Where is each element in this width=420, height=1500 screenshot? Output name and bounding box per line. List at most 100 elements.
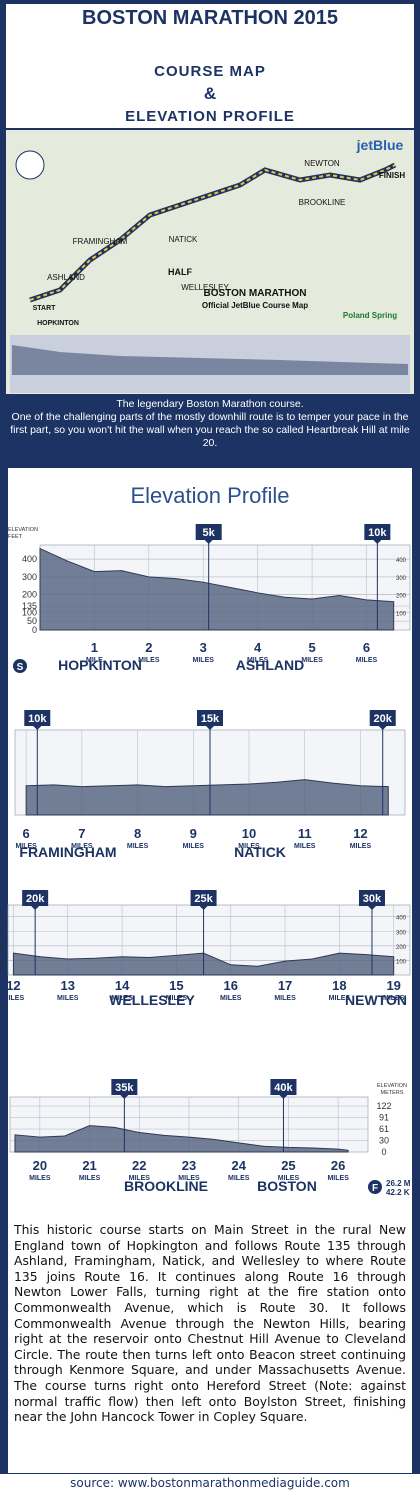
x-tick-label: 18 [332, 978, 346, 993]
x-tick-label: 24 [231, 1158, 246, 1173]
x-tick-label: 13 [61, 978, 75, 993]
finish-badge: F [372, 1183, 378, 1194]
y2-tick-label: 100 [396, 611, 407, 617]
x-tick-unit: MILES [129, 1175, 151, 1182]
y2-tick-label: 122 [376, 1101, 391, 1111]
x-tick-label: 15 [169, 978, 183, 993]
y2-axis-label: METERS [381, 1090, 404, 1096]
y2-tick-label: 91 [379, 1113, 389, 1123]
x-tick-label: 23 [182, 1158, 196, 1173]
x-tick-label: 2 [145, 640, 152, 655]
x-tick-unit: MILES [238, 843, 260, 850]
x-tick-label: 6 [23, 826, 30, 841]
y-axis-label: ELEVATION [8, 527, 38, 533]
profile-title: Elevation Profile [131, 483, 290, 508]
map-label: BOSTON MARATHON [204, 288, 307, 299]
x-tick-unit: MILES [356, 657, 378, 664]
y-tick-label: 0 [32, 625, 37, 635]
x-tick-unit: MILES [138, 657, 160, 664]
x-tick-unit: MILES [274, 995, 296, 1002]
map-label: HOPKINTON [37, 320, 79, 327]
y2-tick-label: 400 [396, 916, 407, 922]
y-tick-label: 300 [0, 930, 6, 936]
start-badge: S [17, 662, 24, 673]
caption: The legendary Boston Marathon course. On… [6, 398, 414, 450]
x-tick-label: 6 [363, 640, 370, 655]
x-tick-label: 7 [78, 826, 85, 841]
marker-label: 25k [194, 893, 213, 905]
map-label: FINISH [379, 171, 405, 180]
x-tick-unit: MILES [71, 843, 93, 850]
x-tick-label: 21 [82, 1158, 96, 1173]
source-bg [0, 1474, 420, 1500]
finish-badge-bg [368, 1180, 382, 1194]
compass [15, 150, 45, 180]
town-label: NATICK [234, 844, 286, 860]
y-tick-label: 200 [22, 590, 37, 600]
town-label: ASHLAND [236, 657, 304, 673]
x-tick-label: 25 [281, 1158, 295, 1173]
x-tick-unit: MILES [57, 995, 79, 1002]
marker-label: 35k [115, 1082, 134, 1094]
source: source: www.bostonmarathonmediaguide.com [70, 1476, 350, 1490]
x-tick-label: 22 [132, 1158, 146, 1173]
marker-flag [195, 524, 222, 544]
x-tick-label: 9 [190, 826, 197, 841]
map-label: Poland Spring [343, 311, 397, 320]
x-tick-label: 8 [134, 826, 141, 841]
x-tick-label: 11 [298, 826, 312, 841]
y2-tick-label: 100 [396, 959, 407, 965]
marker-label: 20k [374, 713, 393, 725]
elevation-area [14, 1125, 349, 1153]
x-tick-unit: MILES [383, 995, 405, 1002]
marker-label: 5k [203, 527, 216, 539]
y2-tick-label: 0 [381, 1147, 386, 1157]
elevation-area [39, 547, 395, 631]
x-tick-unit: MILES [3, 995, 25, 1002]
y2-tick-label: 61 [379, 1124, 389, 1134]
x-tick-unit: MILES [228, 1175, 250, 1182]
x-tick-unit: MILES [301, 657, 323, 664]
x-tick-unit: MILES [294, 843, 316, 850]
town-label: BROOKLINE [124, 1178, 208, 1194]
route-dash [29, 164, 396, 301]
strip-profile [12, 345, 408, 375]
y2-tick-label: 300 [396, 576, 407, 582]
marker-flag [364, 524, 391, 544]
x-tick-unit: MILES [178, 1175, 200, 1182]
subtitle: ELEVATION PROFILE [125, 108, 295, 125]
map-label: WELLESLEY [181, 283, 229, 292]
marker-label: 10k [368, 527, 387, 539]
y-tick-label: 200 [0, 945, 6, 951]
x-tick-unit: MILES [15, 843, 37, 850]
marker-flag [369, 710, 396, 730]
x-tick-unit: MILES [166, 995, 188, 1002]
town-label: FRAMINGHAM [19, 844, 116, 860]
x-tick-unit: MILES [111, 995, 133, 1002]
y2-tick-label: 200 [396, 594, 407, 600]
y2-tick-label: 200 [396, 945, 407, 951]
marker-label: 20k [26, 893, 45, 905]
title: BOSTON MARATHON 2015 [82, 7, 338, 29]
x-tick-label: 14 [115, 978, 130, 993]
x-tick-unit: MILES [247, 657, 269, 664]
x-tick-unit: MILE [86, 657, 103, 664]
start-badge-bg [13, 659, 27, 673]
y-tick-label: 135 [22, 601, 37, 611]
caption-line: One of the challenging parts of the most… [10, 411, 410, 449]
elevation-area [25, 779, 389, 816]
x-tick-label: 19 [386, 978, 400, 993]
x-tick-label: 10 [242, 826, 256, 841]
town-label: HOPKINTON [58, 657, 142, 673]
map-label: BROOKLINE [299, 198, 346, 207]
x-tick-unit: MILES [79, 1175, 101, 1182]
x-tick-label: 4 [254, 640, 262, 655]
x-tick-unit: MILES [327, 1175, 349, 1182]
town-label: WELLESLEY [109, 992, 195, 1008]
marker-label: 30k [363, 893, 382, 905]
x-tick-label: 16 [223, 978, 237, 993]
x-tick-unit: MILES [350, 843, 372, 850]
x-tick-unit: MILES [329, 995, 351, 1002]
